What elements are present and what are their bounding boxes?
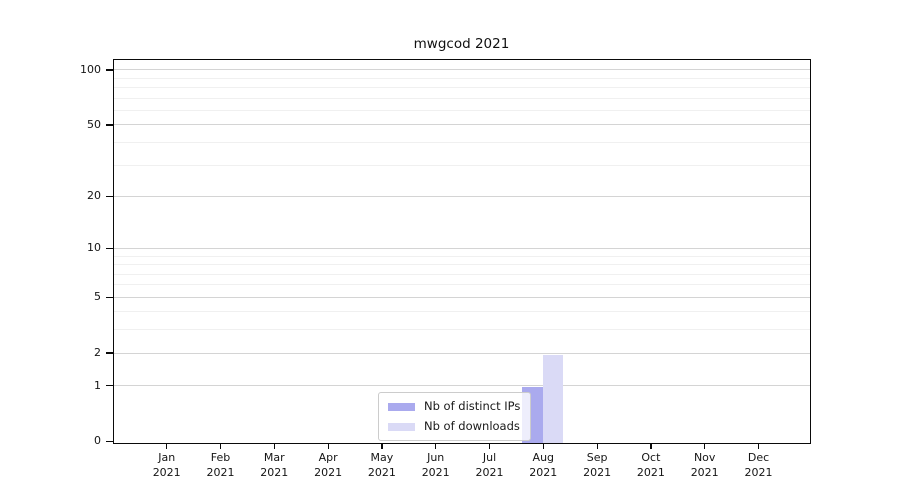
y-tick-mark	[106, 440, 113, 443]
y-tick-mark	[106, 296, 113, 298]
y-tick-label: 2	[94, 345, 101, 359]
major-gridline	[114, 352, 810, 354]
x-tick-year: 2021	[152, 466, 181, 479]
x-tick-label: Jun 2021	[404, 450, 468, 480]
x-tick-year: 2021	[636, 466, 665, 479]
major-gridline	[114, 385, 810, 387]
minor-gridline	[114, 264, 810, 266]
x-tick-year: 2021	[314, 466, 343, 479]
plot-area: Nb of distinct IPs Nb of downloads	[113, 59, 811, 444]
minor-gridline	[114, 284, 810, 286]
x-tick-year: 2021	[206, 466, 235, 479]
major-gridline	[114, 296, 810, 298]
x-tick-month: Nov	[693, 451, 716, 464]
y-tick-mark	[106, 124, 113, 126]
x-tick-month: Feb	[210, 451, 231, 464]
legend-item: Nb of downloads	[388, 419, 520, 434]
major-gridline	[114, 69, 810, 71]
x-tick-month: Apr	[318, 451, 338, 464]
legend-swatch	[388, 422, 415, 431]
x-tick-mark	[435, 444, 437, 449]
x-tick-month: May	[370, 451, 394, 464]
y-tick-mark	[106, 195, 113, 198]
x-tick-year: 2021	[475, 466, 504, 479]
major-gridline	[114, 124, 810, 126]
y-tick-mark	[106, 385, 113, 387]
y-tick-label: 50	[87, 117, 101, 131]
x-tick-year: 2021	[744, 466, 773, 479]
x-tick-label: Jan 2021	[135, 450, 199, 480]
x-tick-month: Mar	[263, 451, 285, 464]
x-tick-mark	[219, 444, 222, 449]
x-tick-year: 2021	[690, 466, 719, 479]
minor-gridline	[114, 329, 810, 331]
x-tick-month: Jun	[427, 451, 445, 464]
x-tick-label: Mar 2021	[242, 450, 306, 480]
x-tick-mark	[704, 444, 706, 449]
minor-gridline	[114, 110, 810, 111]
legend-swatch	[388, 402, 415, 411]
x-tick-mark	[166, 444, 168, 449]
legend-label: Nb of distinct IPs	[424, 399, 521, 413]
minor-gridline	[114, 142, 810, 143]
x-tick-year: 2021	[421, 466, 450, 479]
minor-gridline	[114, 97, 810, 99]
x-tick-mark	[596, 444, 598, 449]
legend-label: Nb of downloads	[424, 419, 520, 433]
minor-gridline	[114, 255, 810, 257]
bar-downloads	[542, 354, 563, 443]
x-tick-label: May 2021	[350, 450, 414, 480]
y-tick-label: 0	[94, 434, 101, 448]
chart-title: mwgcod 2021	[413, 36, 510, 52]
x-tick-year: 2021	[367, 466, 396, 479]
x-tick-label: Dec 2021	[727, 450, 791, 480]
x-tick-mark	[757, 444, 760, 449]
x-tick-label: Nov 2021	[673, 450, 737, 480]
x-tick-label: Jul 2021	[458, 450, 522, 480]
minor-gridline	[114, 311, 810, 313]
x-tick-mark	[381, 444, 383, 449]
x-tick-month: Sep	[586, 451, 608, 464]
x-tick-label: Feb 2021	[189, 450, 253, 480]
x-tick-year: 2021	[529, 466, 558, 479]
y-tick-mark	[106, 247, 113, 250]
x-tick-label: Oct 2021	[619, 450, 683, 480]
x-tick-mark	[650, 444, 652, 449]
x-tick-month: Oct	[641, 451, 661, 464]
x-tick-year: 2021	[260, 466, 289, 479]
y-tick-mark	[106, 69, 113, 71]
y-tick-label: 20	[87, 189, 101, 203]
major-gridline	[114, 195, 810, 197]
minor-gridline	[114, 164, 810, 166]
y-tick-label: 100	[80, 62, 101, 76]
y-tick-mark	[106, 352, 113, 354]
x-tick-mark	[327, 444, 329, 449]
y-tick-label: 10	[87, 241, 101, 255]
y-tick-label: 5	[94, 290, 101, 304]
x-tick-label: Aug 2021	[511, 450, 575, 480]
y-tick-label: 1	[94, 378, 101, 392]
x-tick-label: Apr 2021	[296, 450, 360, 480]
legend-item: Nb of distinct IPs	[388, 399, 520, 414]
legend: Nb of distinct IPs Nb of downloads	[378, 392, 532, 441]
x-tick-mark	[542, 444, 544, 449]
x-tick-mark	[488, 444, 491, 449]
x-tick-month: Aug	[532, 451, 555, 464]
minor-gridline	[114, 77, 810, 79]
minor-gridline	[114, 87, 810, 89]
x-tick-mark	[273, 444, 275, 449]
x-tick-month: Dec	[747, 451, 770, 464]
x-tick-month: Jan	[158, 451, 176, 464]
x-tick-label: Sep 2021	[565, 450, 629, 480]
minor-gridline	[114, 273, 810, 275]
x-tick-month: Jul	[482, 451, 497, 464]
x-tick-year: 2021	[583, 466, 612, 479]
major-gridline	[114, 247, 810, 249]
